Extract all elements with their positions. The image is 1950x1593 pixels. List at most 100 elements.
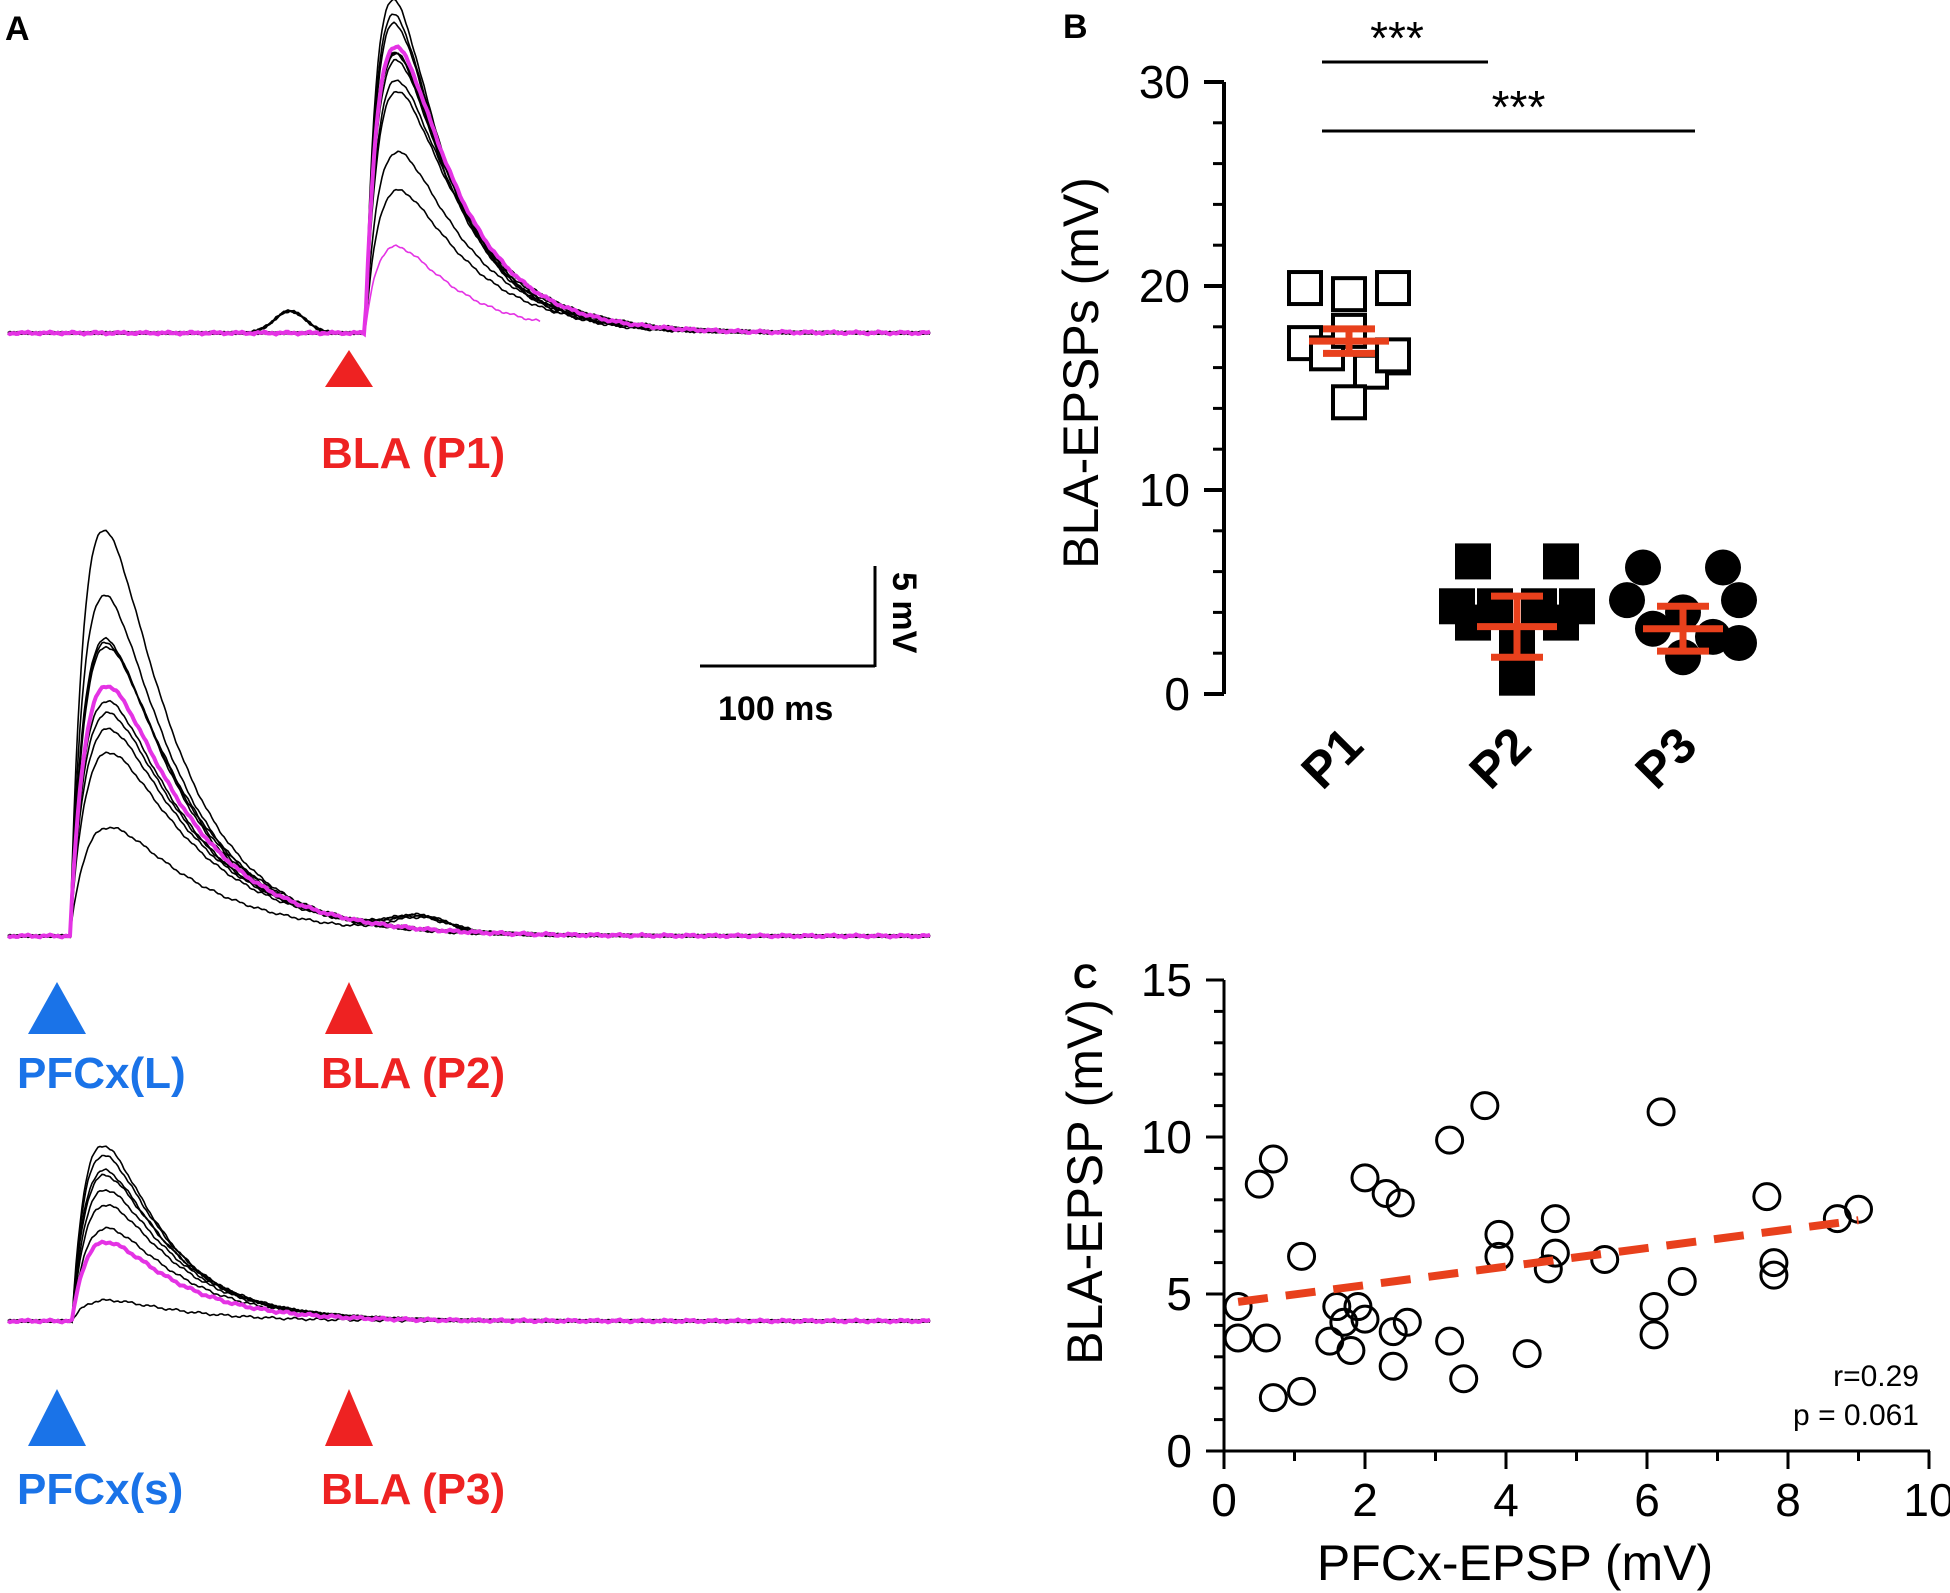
traces-p1-trace [7,52,931,336]
panel-c-y-tick-label: 15 [1141,954,1192,1006]
panel-c-point [1322,1292,1352,1322]
panel-b-error-bars [1309,325,1723,661]
panel-b-point-p1 [1375,337,1411,374]
panel-b-category-label: P3 [1625,717,1708,800]
panel-c-point [1258,1383,1288,1413]
panel-c-y-tick-label: 10 [1141,1111,1192,1163]
pfcx-l-label: PFCx(L) [17,1049,186,1098]
panel-c-y-tick-label: 0 [1166,1425,1192,1477]
panel-c-point [1378,1317,1408,1347]
panel-b-category-labels: P1 P2 P3 [1291,717,1708,800]
panel-c-point [1759,1248,1789,1278]
panel-b-point-p3 [1721,625,1757,661]
panel-a-letter: A [5,10,30,48]
panel-c-point [1435,1125,1465,1155]
panel-b-point-p3 [1721,582,1757,619]
panel-c-point [1533,1254,1563,1284]
traces-p3-average-trace [7,1239,931,1325]
panel-c-point [1470,1091,1500,1121]
panel-c-point [1639,1292,1669,1322]
panel-c-ticks: 0 5 10 15 0 2 4 6 8 10 [1141,954,1950,1526]
traces-p2-trace [7,699,931,939]
panel-c-point [1371,1179,1401,1209]
panel-c-y-tick-label: 5 [1166,1268,1192,1320]
panel-b-significance-stars: *** [1492,81,1546,133]
scale-bar-voltage-label: 5 mV [885,572,923,654]
panel-b-y-tick-label: 30 [1139,56,1190,108]
pfcx-l-stim-triangle [28,982,86,1034]
panel-b-point-p1 [1331,384,1367,421]
panel-b-point-p2 [1455,543,1491,580]
panel-b-y-tick-label: 0 [1164,668,1190,720]
panel-b-significance: *** *** [1322,12,1695,133]
panel-c-point [1667,1266,1697,1296]
panel-b-point-p3 [1625,549,1661,586]
bla-p1-stim-triangle [325,350,373,387]
panel-b: B BLA-EPSPs (mV) 0 10 20 30 P1 P2 P3 *** *** [1053,8,1757,799]
panel-b-point-p1 [1287,270,1323,307]
panel-c-point [1540,1238,1570,1268]
panel-c-point [1752,1182,1782,1212]
panel-c-regression-line [1237,1216,1860,1306]
panel-c-point [1449,1364,1479,1394]
traces-p1-trace [7,58,931,336]
traces-p1-average-trace [7,44,931,338]
panel-c-point [1540,1204,1570,1234]
traces-p2-trace [7,641,931,939]
panel-c-point [1484,1219,1514,1249]
panel-b-point-p1 [1375,270,1411,307]
panel-c-point [1350,1304,1380,1334]
panel-c-point [1639,1320,1669,1350]
panel-c-x-tick-label: 2 [1352,1474,1378,1526]
panel-b-point-p2 [1499,659,1535,696]
panel-c-point [1512,1339,1542,1369]
traces-p1-trace [7,13,931,336]
panel-c-point [1287,1241,1317,1271]
traces-p3-trace [7,1226,931,1324]
panel-a: A BLA (P1) PFCx(L) BLA (P2) PFCx(s) BLA … [5,0,931,1514]
panel-b-point-p3 [1705,549,1741,586]
panel-c-point [1244,1169,1274,1199]
panel-c-point [1435,1326,1465,1356]
panel-b-point-p2 [1455,604,1491,641]
bla-p2-label: BLA (P2) [321,1049,505,1098]
traces-p2-trace [7,727,931,939]
panel-b-point-p2 [1543,543,1579,580]
traces-p1-trace [7,21,931,336]
bla-p3-label: BLA (P3) [321,1465,505,1514]
panel-c-x-tick-label: 0 [1211,1474,1237,1526]
bla-p2-stim-triangle [325,982,373,1034]
pfcx-s-stim-triangle [28,1389,86,1446]
traces-p3-trace [7,1145,931,1324]
panel-c-point [1590,1244,1620,1274]
panel-c-stat-p: p = 0.061 [1793,1399,1919,1432]
scale-bar: 100 ms 5 mV [700,566,923,728]
traces-p1-trace [7,150,931,336]
scale-bar-time-label: 100 ms [718,690,833,728]
panel-c-point [1385,1188,1415,1218]
traces-p1 [7,0,931,338]
traces-p2-trace [7,751,931,939]
traces-p1-trace [7,52,931,336]
traces-p3 [7,1145,931,1325]
panel-b-point-p2 [1543,604,1579,641]
panel-c-points [1223,1091,1873,1413]
pfcx-s-label: PFCx(s) [17,1465,183,1514]
panel-b-significance-stars: *** [1370,12,1424,64]
panel-b-letter: B [1063,8,1088,46]
panel-c-x-tick-label: 6 [1634,1474,1660,1526]
panel-b-y-tick-label: 10 [1139,464,1190,516]
panel-b-y-ticks: 0 10 20 30 [1139,56,1224,720]
panel-c-x-tick-label: 4 [1493,1474,1519,1526]
traces-p3-trace [7,1173,931,1324]
panel-c-letter: C [1073,958,1098,996]
panel-c-point [1287,1376,1317,1406]
panel-c-point [1844,1194,1873,1224]
panel-c-stat-r: r=0.29 [1833,1360,1919,1393]
bla-p1-label: BLA (P1) [321,429,505,478]
panel-c-x-axis-title: PFCx-EPSP (mV) [1317,1535,1713,1591]
panel-c-x-tick-label: 10 [1903,1474,1950,1526]
traces-p2-trace [7,529,931,939]
traces-p1-trace [7,0,931,336]
